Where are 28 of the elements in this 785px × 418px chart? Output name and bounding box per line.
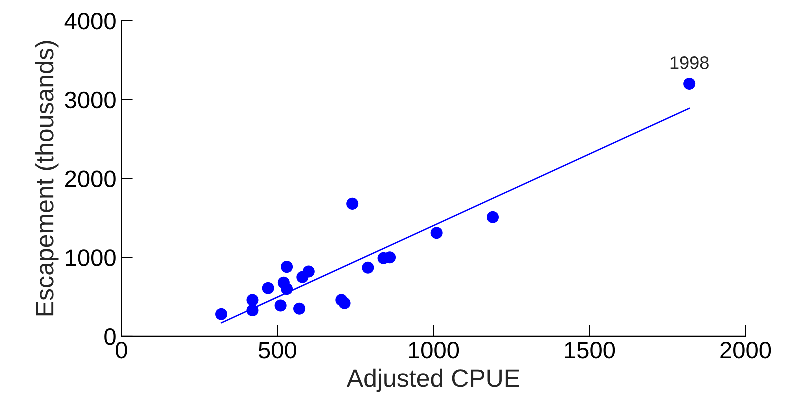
point: [274, 300, 287, 312]
y-tick-label: 3000: [65, 92, 116, 109]
point: [684, 78, 696, 90]
annotation: 1998: [670, 56, 709, 70]
point: [430, 227, 443, 240]
point: [302, 266, 315, 278]
x-axis-title: Adjusted CPUE: [346, 368, 520, 392]
x-tick-label: 2000: [720, 342, 772, 359]
point: [362, 262, 374, 274]
point: [338, 297, 351, 310]
y-tick-label: 2000: [65, 170, 116, 188]
x-tick-label: 1000: [409, 342, 460, 359]
x-tick-label: 500: [258, 342, 296, 359]
x-tick-label: 1500: [565, 342, 616, 359]
y-axis-title: Escapement (thousands): [35, 41, 59, 316]
point: [281, 283, 294, 296]
point: [262, 282, 274, 294]
point: [246, 294, 259, 306]
y-tick-label: 1000: [66, 250, 116, 266]
y-tick-label: 4000: [64, 12, 116, 30]
point: [246, 304, 259, 316]
point: [486, 211, 500, 224]
point: [294, 302, 306, 315]
point: [281, 261, 294, 274]
x-tick-label: 0: [116, 342, 128, 359]
point: [346, 198, 359, 210]
y-tick-label: 0: [104, 328, 116, 346]
point: [216, 308, 228, 320]
